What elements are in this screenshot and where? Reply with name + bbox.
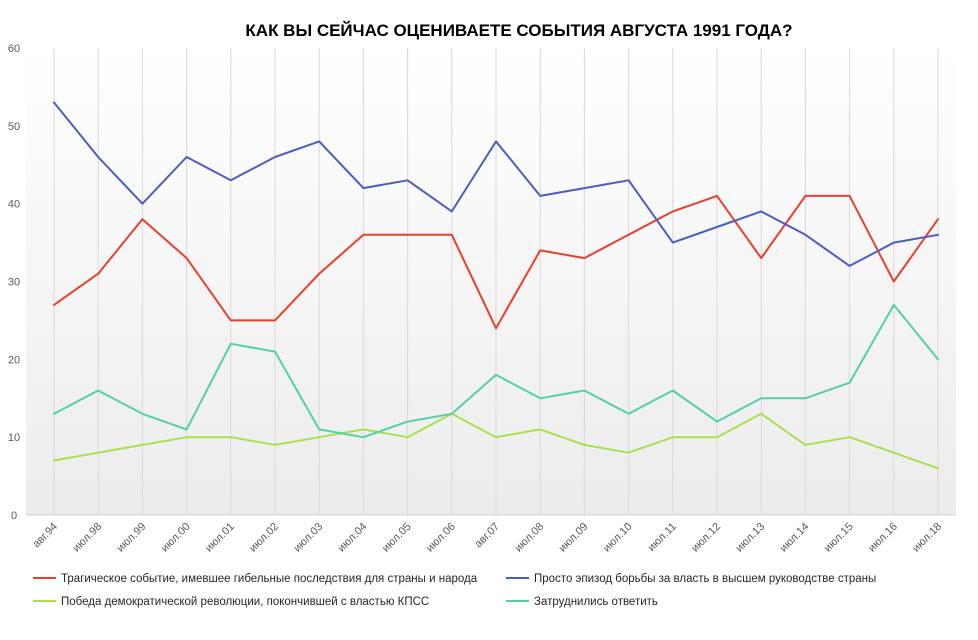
series-line-2 [53, 101, 939, 267]
legend-item: Просто эпизод борьбы за власть в высшем … [506, 573, 876, 585]
y-tick-label: 20 [8, 354, 20, 366]
x-tick-label: июл.00 [159, 521, 193, 555]
y-tick-label: 10 [8, 432, 20, 444]
x-tick-label: июл.14 [778, 521, 812, 555]
series-line-4 [53, 303, 939, 439]
x-tick-label: июл.15 [822, 521, 856, 555]
x-tick-label: июл.08 [512, 521, 546, 555]
x-tick-label: июл.10 [601, 521, 635, 555]
y-tick-label: 40 [8, 199, 20, 211]
legend-label: Затруднились ответить [534, 596, 658, 608]
x-tick-label: июл.16 [866, 521, 900, 555]
legend-item: Затруднились ответить [506, 596, 658, 608]
x-tick-label: июл.98 [70, 521, 104, 555]
y-tick-label: 60 [8, 43, 20, 55]
x-tick-label: июл.09 [557, 521, 591, 555]
x-tick-label: июл.13 [733, 521, 767, 555]
x-tick-label: июл.18 [910, 521, 944, 555]
x-tick-label: июл.11 [646, 521, 679, 554]
x-tick-label: июл.02 [247, 521, 281, 555]
x-axis: авг.94 июл.98 июл.99 июл.00 июл.01 июл.02 июл.… [30, 521, 944, 555]
y-tick-label: 30 [8, 277, 20, 289]
y-tick-label: 0 [11, 510, 17, 522]
x-tick-label: июл.12 [689, 521, 723, 555]
gridlines [26, 48, 956, 516]
y-axis: 0 10 20 30 40 50 60 [8, 43, 20, 522]
legend-label: Трагическое событие, имевшее гибельные п… [61, 573, 478, 585]
series-lines [53, 101, 939, 470]
legend: Трагическое событие, имевшее гибельные п… [33, 573, 876, 608]
legend-label: Победа демократической революции, поконч… [61, 596, 429, 608]
x-tick-label: июл.06 [424, 521, 458, 555]
x-tick-label: июл.99 [115, 521, 149, 555]
legend-label: Просто эпизод борьбы за власть в высшем … [534, 573, 876, 585]
x-tick-label: июл.05 [380, 521, 414, 555]
x-tick-label: июл.01 [203, 521, 237, 555]
x-tick-label: июл.03 [291, 521, 325, 555]
legend-item: Победа демократической революции, поконч… [33, 596, 429, 608]
x-tick-label: авг.07 [472, 521, 502, 551]
x-tick-label: июл.04 [336, 521, 370, 555]
y-tick-label: 50 [8, 121, 20, 133]
series-line-3 [53, 412, 939, 470]
chart-title: КАК ВЫ СЕЙЧАС ОЦЕНИВАЕТЕ СОБЫТИЯ АВГУСТА… [245, 21, 792, 40]
x-tick-label: авг.94 [30, 521, 60, 551]
plot-area [26, 48, 956, 515]
series-line-1 [53, 194, 939, 330]
legend-item: Трагическое событие, имевшее гибельные п… [33, 573, 478, 585]
